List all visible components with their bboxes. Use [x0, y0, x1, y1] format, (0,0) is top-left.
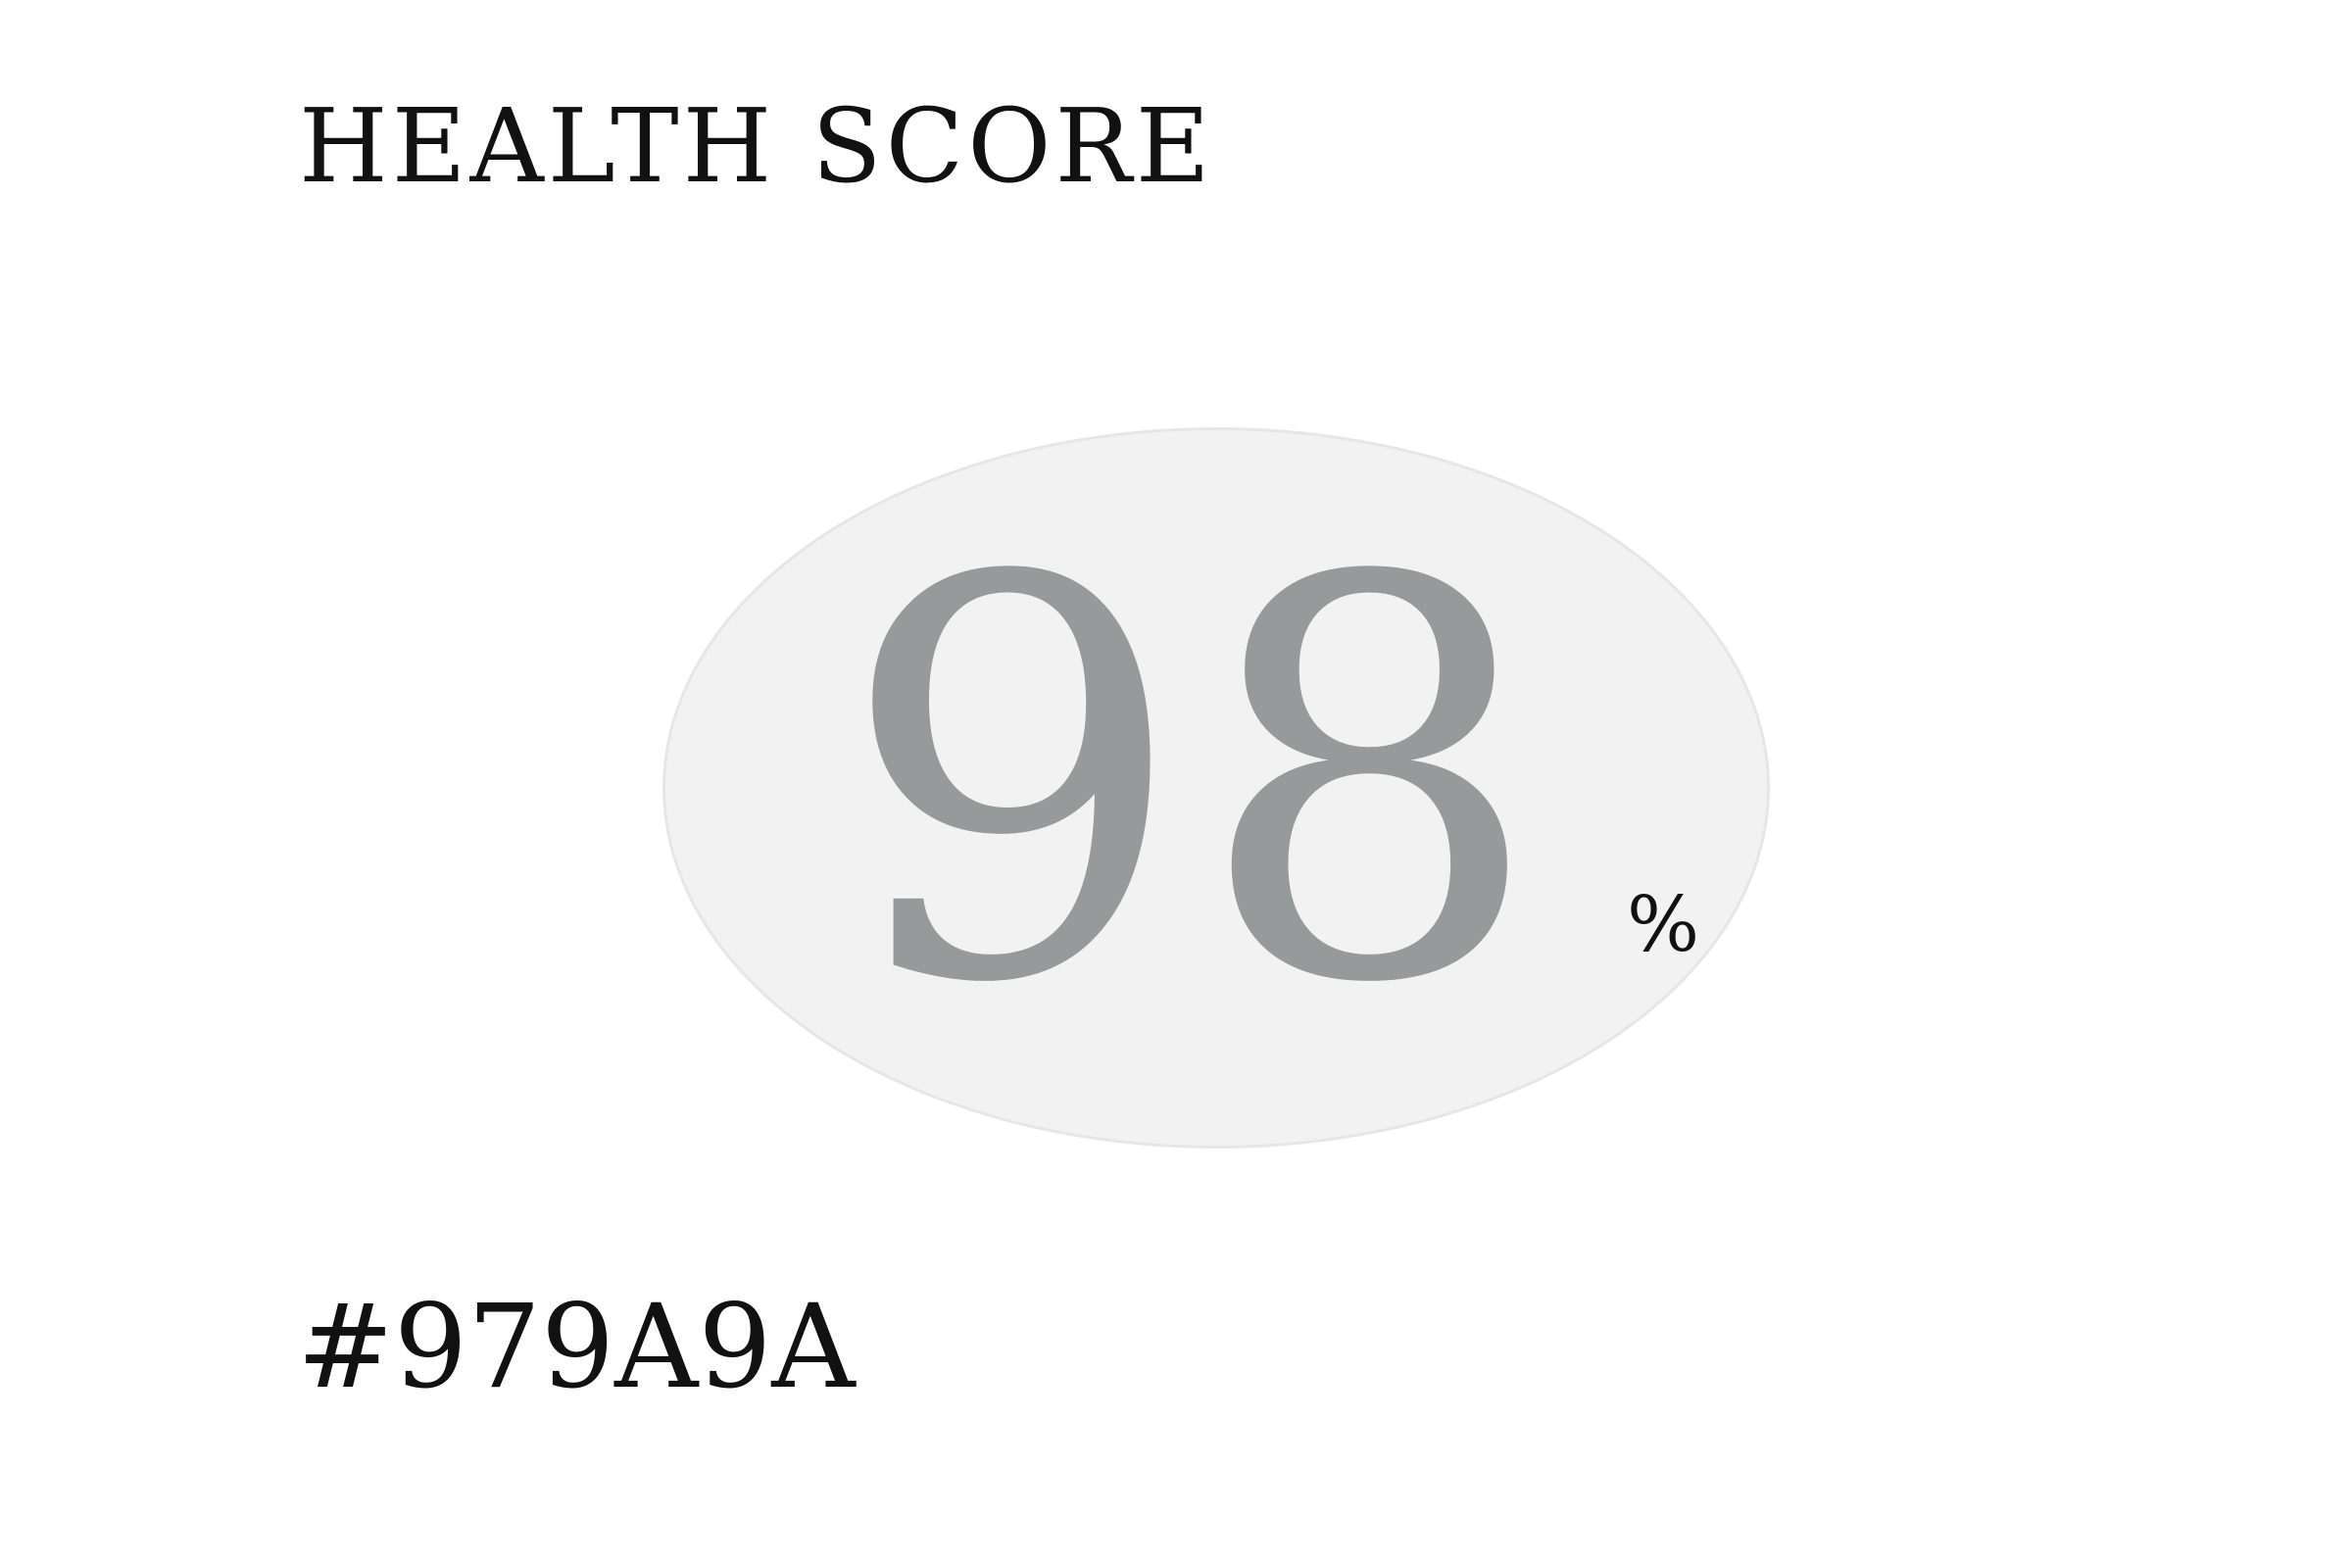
color-code-label: #979A9A [297, 1279, 856, 1414]
score-ellipse [662, 427, 1770, 1149]
page-title: HEALTH SCORE [299, 86, 1214, 206]
score-unit: % [1627, 881, 1700, 969]
score-value: 98 [838, 465, 1552, 1103]
